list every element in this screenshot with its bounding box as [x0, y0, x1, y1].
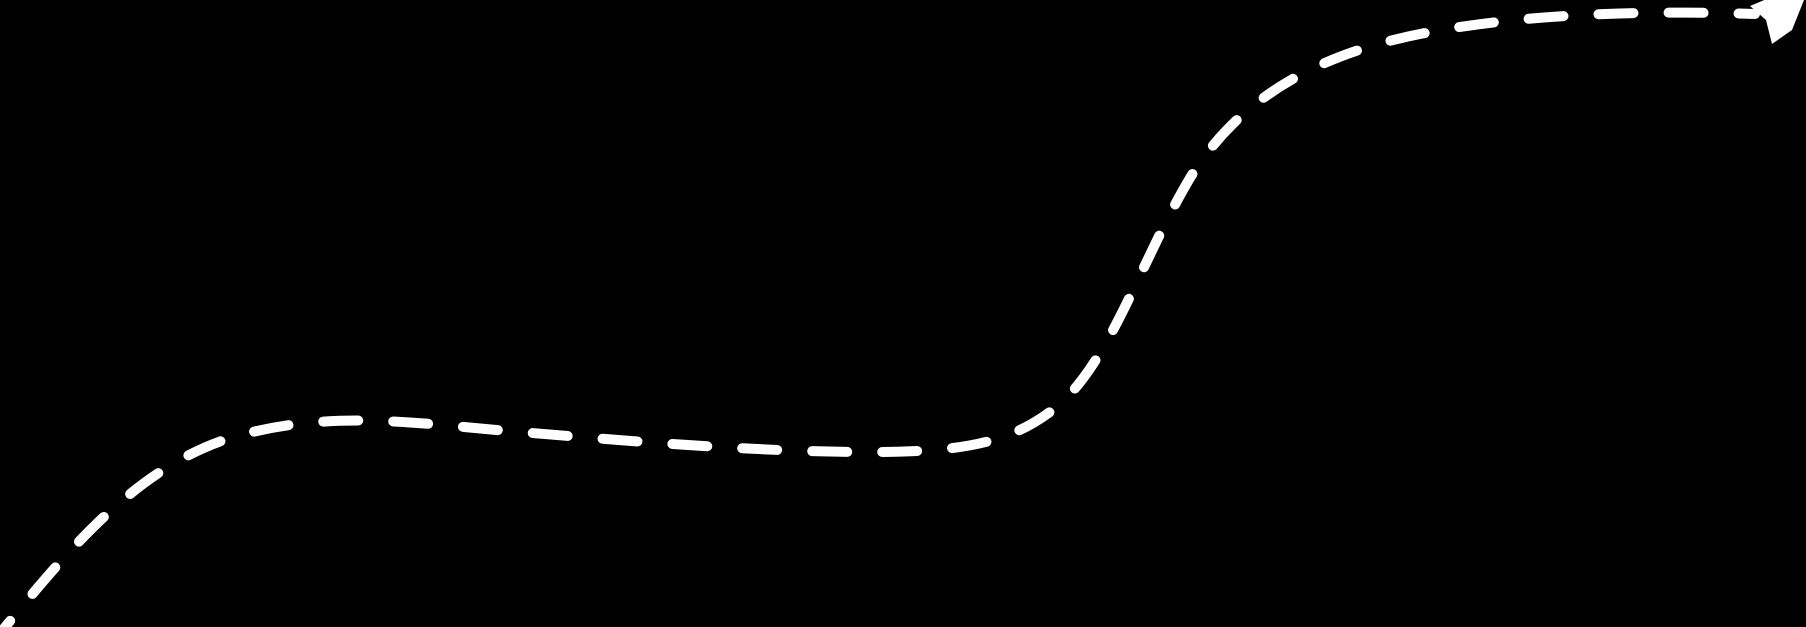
dashed-trajectory-path — [0, 7, 1760, 627]
paper-plane-body-path — [1750, 0, 1804, 44]
paper-plane-icon — [1750, 0, 1804, 44]
